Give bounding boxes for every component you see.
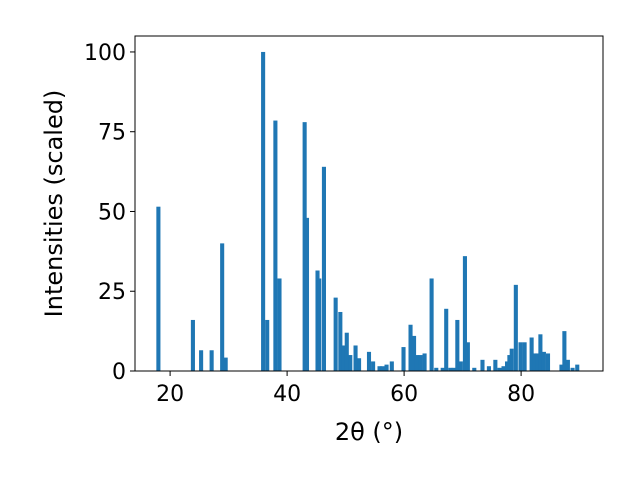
- bar: [401, 347, 406, 371]
- x-axis-ticks: 20 40 60 80: [156, 371, 535, 407]
- bar: [486, 366, 491, 371]
- bar: [265, 319, 270, 371]
- bar: [389, 361, 394, 371]
- x-tick-label: 60: [390, 382, 418, 407]
- bar: [513, 284, 518, 371]
- y-tick-label: 75: [98, 121, 126, 146]
- bar: [532, 353, 537, 371]
- bar: [507, 355, 512, 371]
- x-tick-label: 40: [273, 382, 301, 407]
- bar: [465, 342, 470, 371]
- bar: [562, 331, 567, 371]
- bar: [384, 364, 389, 371]
- bar: [541, 351, 546, 371]
- bar: [377, 366, 382, 371]
- bar: [304, 217, 310, 371]
- bar: [317, 278, 322, 371]
- y-axis-ticks: 0 25 50 75 100: [84, 41, 135, 385]
- bar: [570, 367, 575, 371]
- bar: [156, 206, 161, 371]
- bar: [338, 311, 343, 371]
- bar: [545, 353, 551, 371]
- bar: [422, 353, 427, 371]
- bar: [357, 358, 362, 371]
- bar: [575, 364, 580, 371]
- bar: [223, 357, 228, 371]
- bar: [493, 359, 498, 371]
- bar: [501, 366, 506, 371]
- x-axis-label: 2θ (°): [335, 418, 403, 446]
- x-tick-label: 80: [507, 382, 535, 407]
- bar: [509, 348, 514, 371]
- y-tick-label: 50: [98, 200, 126, 225]
- bar: [418, 355, 423, 371]
- bar: [565, 359, 570, 371]
- bar: [408, 324, 413, 371]
- bar: [414, 355, 420, 371]
- bar: [348, 355, 353, 371]
- bar: [538, 334, 543, 371]
- bar: [412, 335, 417, 371]
- bar: [451, 367, 456, 371]
- bar: [448, 367, 453, 371]
- bar: [220, 243, 225, 371]
- bar: [497, 367, 502, 371]
- bar: [434, 367, 439, 371]
- bar: [518, 342, 523, 371]
- bar: [458, 361, 463, 371]
- bar: [429, 278, 434, 371]
- bar: [190, 319, 195, 371]
- bar: [472, 367, 477, 371]
- bar: [559, 364, 564, 371]
- plot-frame: [134, 35, 604, 372]
- bar: [535, 353, 540, 371]
- x-tick-label: 20: [156, 382, 184, 407]
- bar: [462, 256, 467, 371]
- bar: [455, 319, 460, 371]
- x-axis-label-text: 2θ (°): [335, 418, 403, 446]
- bar: [333, 297, 338, 371]
- bar: [273, 120, 278, 371]
- bar: [480, 359, 485, 371]
- bar: [209, 350, 214, 371]
- y-tick-label: 0: [112, 360, 126, 385]
- bar: [341, 345, 346, 371]
- y-tick-label: 100: [84, 41, 126, 66]
- bar: [353, 345, 358, 371]
- bar: [380, 366, 385, 371]
- bar: [529, 337, 534, 371]
- bar: [366, 351, 372, 371]
- bar: [440, 367, 445, 371]
- bar: [505, 361, 510, 371]
- bar: [261, 51, 266, 371]
- bar: [522, 342, 527, 371]
- y-axis-label: Intensities (scaled): [40, 90, 68, 318]
- bar: [444, 308, 449, 371]
- bar: [277, 278, 282, 371]
- bar: [302, 122, 307, 371]
- y-tick-label: 25: [98, 280, 126, 305]
- bar: [371, 361, 376, 371]
- bars-group: [156, 51, 580, 371]
- bar: [321, 166, 326, 371]
- bar: [344, 332, 349, 371]
- bar: [199, 350, 204, 371]
